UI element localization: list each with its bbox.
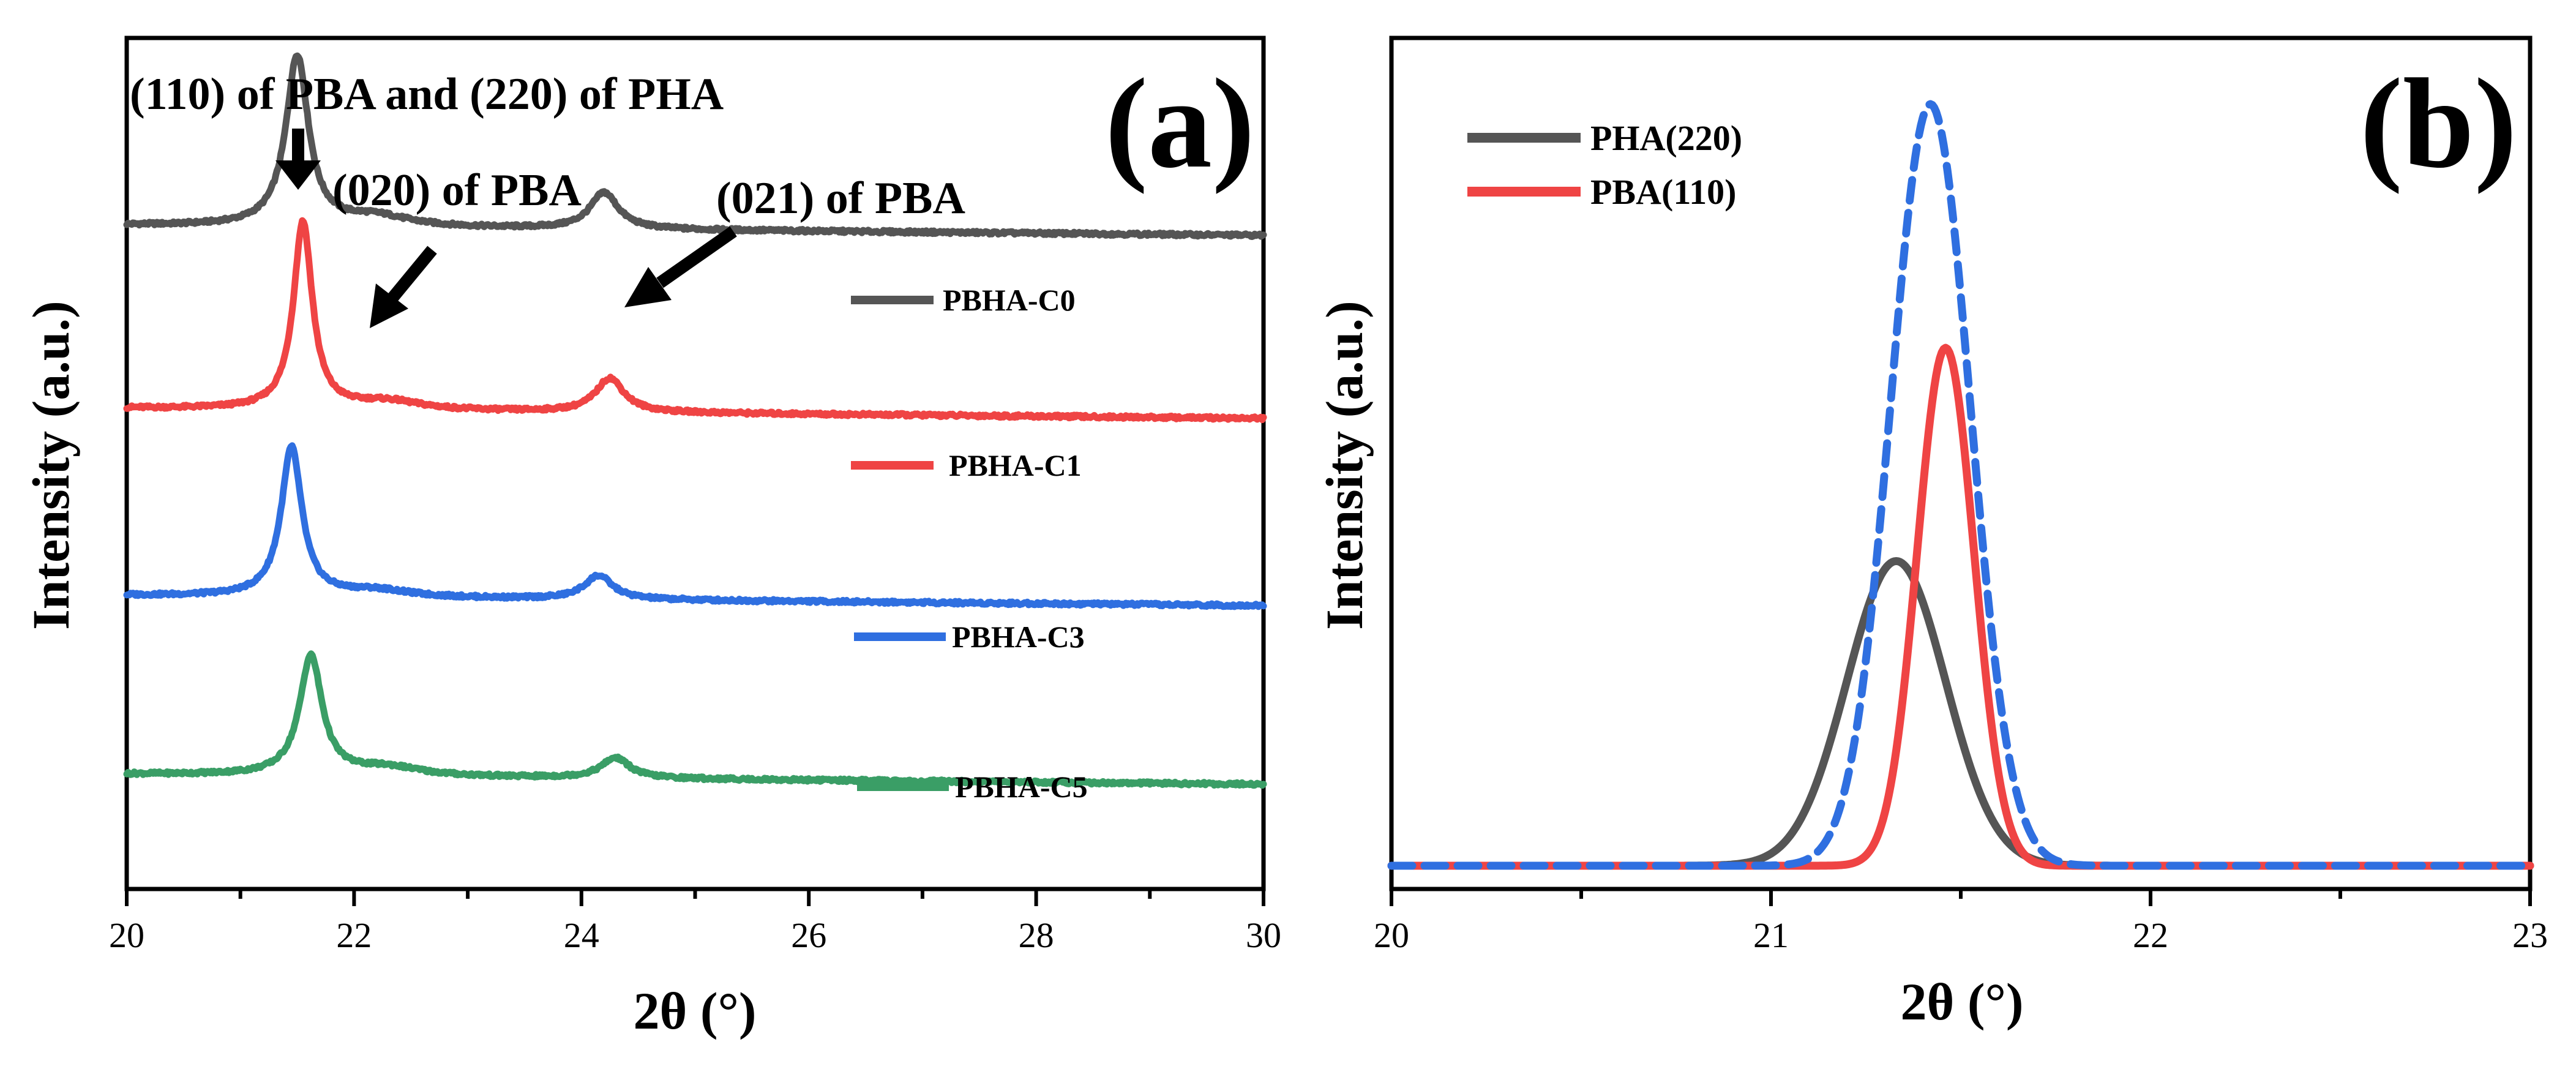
xb-tick-label: 21 (1753, 915, 1789, 955)
y-axis-title-b: Intensity (a.u.) (1315, 301, 1374, 630)
x-ticks-b: 20 21 22 23 (1374, 889, 2548, 955)
arrow-020-peak (370, 246, 437, 328)
xb-tick-label: 22 (2133, 915, 2168, 955)
legend-b: PHA(220) PBA(110) (1467, 118, 1742, 212)
peak-annotation-020: (020) of PBA (332, 165, 582, 216)
xa-tick-label: 26 (791, 915, 826, 955)
series-group-a (123, 52, 1267, 789)
legend-label-c0: PBHA-C0 (943, 283, 1076, 317)
legend-label-pba110: PBA(110) (1590, 172, 1736, 212)
series-line-sum-dashed (1387, 100, 2534, 870)
x-axis-title-b: 2θ (°) (1900, 972, 2023, 1031)
y-axis-title-a: Intensity (a.u.) (21, 301, 80, 630)
legend-label-pha220: PHA(220) (1590, 118, 1742, 158)
peak-annotation-021: (021) of PBA (716, 173, 965, 223)
arrow-021-peak (624, 226, 737, 307)
series-line-pbha-c3 (123, 442, 1267, 610)
xa-tick-label: 20 (109, 915, 144, 955)
panel-label-a: (a) (1105, 53, 1255, 195)
x-ticks-a: 20 22 24 26 28 30 (109, 889, 1281, 955)
legend-label-c3: PBHA-C3 (952, 620, 1085, 654)
xb-tick-label: 23 (2512, 915, 2548, 955)
xa-tick-label: 28 (1019, 915, 1054, 955)
panel-b: 20 21 22 23 (b) PHA(220) PBA(110) 2θ (°) In… (1315, 36, 2548, 1031)
arrow-110-peak (275, 129, 321, 190)
panel-label-b: (b) (2360, 53, 2517, 195)
peak-annotation-110-220: (110) of PBA and (220) of PHA (130, 69, 724, 119)
xa-tick-label: 24 (564, 915, 599, 955)
x-axis-title-a: 2θ (°) (633, 981, 756, 1040)
legend-label-c5: PBHA-C5 (955, 770, 1088, 804)
plot-frame-b (1389, 36, 2533, 891)
xb-tick-label: 20 (1374, 915, 1409, 955)
xa-tick-label: 30 (1246, 915, 1281, 955)
legend-label-c1: PBHA-C1 (949, 448, 1082, 482)
series-line-pbha-c1 (123, 217, 1267, 424)
series-line-pbha-c5 (123, 650, 1267, 789)
legend-a: PBHA-C0 PBHA-C1 PBHA-C3 PBHA-C5 (851, 283, 1088, 804)
series-line-pba110 (1387, 343, 2534, 870)
panel-a: 20 22 24 26 28 30 (a) (110) of PBA and (220) … (21, 36, 1281, 1040)
series-group-b (1387, 100, 2534, 870)
xa-tick-label: 22 (336, 915, 372, 955)
series-line-pha220 (1387, 557, 2534, 870)
